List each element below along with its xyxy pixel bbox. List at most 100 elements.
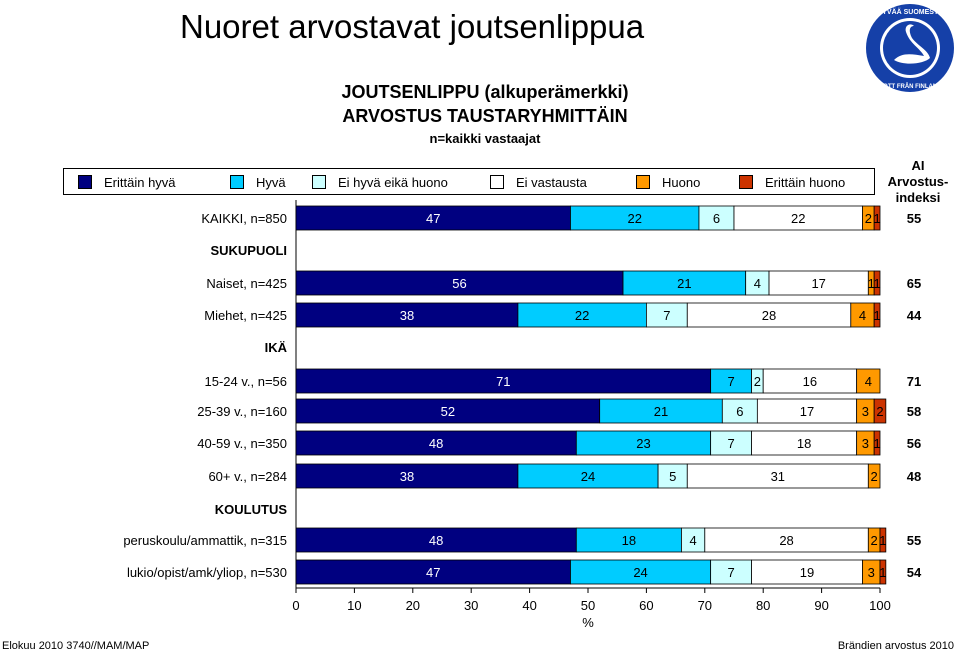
page-title: Nuoret arvostavat joutsenlippua [180,8,645,45]
bar-segment [710,559,752,585]
row-label: KAIKKI, n=850 [201,211,287,226]
bar-segment [295,559,571,585]
bar-segment [751,430,858,456]
bar-value-label: 3 [868,565,875,580]
index-value: 55 [907,211,921,226]
bar-segment [657,463,688,489]
bar-value-label: 21 [654,404,668,419]
bar-value-label: 47 [426,211,440,226]
section-label: SUKUPUOLI [210,243,287,258]
bar-value-label: 2 [754,374,761,389]
bar-segment [570,205,700,231]
bar-segment [873,270,881,296]
bar-value-label: 7 [727,565,734,580]
bar-segment [295,205,571,231]
legend-swatch [739,175,753,189]
bar-value-label: 5 [669,469,676,484]
x-tick-label: 20 [406,598,420,613]
bar-value-label: 21 [677,276,691,291]
bar-value-label: 18 [622,533,636,548]
row-label: 15-24 v., n=56 [204,374,287,389]
bar-value-label: 28 [762,308,776,323]
bar-value-label: 52 [441,404,455,419]
bar-segment [295,527,577,553]
index-value: 56 [907,436,921,451]
bar-value-label: 16 [803,374,817,389]
legend-item-ei-hyva-eika-huono: Ei hyvä eikä huono [312,174,448,190]
legend-swatch [636,175,650,189]
bar-value-label: 6 [713,211,720,226]
bar-segment [721,398,758,424]
bar-value-label: 7 [727,374,734,389]
x-tick-label: 0 [292,598,299,613]
footer-source: Elokuu 2010 3740//MAM/MAP [2,640,150,652]
bar-segment [733,205,863,231]
bar-value-label: 17 [811,276,825,291]
svg-text:GOTT FRÅN FINLAND: GOTT FRÅN FINLAND [879,83,943,90]
chart-subtitle-grouping: ARVOSTUS TAUSTARYHMITTÄIN [342,106,628,126]
bar-value-label: 18 [797,436,811,451]
bar-segment [710,430,752,456]
x-tick-label: 80 [756,598,770,613]
bar-segment [879,559,887,585]
bar-value-label: 4 [859,308,866,323]
bar-value-label: 1 [879,565,886,580]
x-tick-label: 50 [581,598,595,613]
chart-subtitle-base: n=kaikki vastaajat [429,131,541,146]
legend-swatch [312,175,326,189]
svg-text:HYVÄÄ SUOMESTA: HYVÄÄ SUOMESTA [877,8,943,16]
legend-label: Ei vastausta [516,174,587,190]
bar-segment [768,270,869,296]
bar-value-label: 2 [876,404,883,419]
bar-value-label: 28 [779,533,793,548]
bar-segment [873,302,881,328]
bar-value-label: 17 [800,404,814,419]
bar-value-label: 48 [429,533,443,548]
bar-value-label: 2 [865,211,872,226]
section-label: KOULUTUS [215,502,288,517]
row-label: Miehet, n=425 [204,308,287,323]
bar-segment [856,368,881,394]
bar-value-label: 2 [871,469,878,484]
bar-segment [295,398,601,424]
bar-value-label: 22 [627,211,641,226]
bar-segment [575,527,682,553]
index-value: 54 [907,565,922,580]
legend-label: Hyvä [256,174,286,190]
index-value: 71 [907,374,921,389]
bar-segment [295,430,577,456]
x-tick-label: 70 [698,598,712,613]
bar-segment [622,270,747,296]
row-label: 60+ v., n=284 [208,469,287,484]
bar-value-label: 23 [636,436,650,451]
bar-segment [710,368,752,394]
row-label: Naiset, n=425 [206,276,287,291]
bar-value-label: 38 [400,469,414,484]
chart-legend: Erittäin hyvä Hyvä Ei hyvä eikä huono Ei… [63,168,875,195]
bar-value-label: 3 [862,436,869,451]
bar-value-label: 6 [736,404,743,419]
legend-label: Erittäin huono [765,174,846,190]
index-value: 44 [907,308,922,323]
bar-value-label: 3 [862,404,869,419]
bar-segment [867,463,881,489]
bar-segment [879,527,887,553]
legend-label: Ei hyvä eikä huono [338,174,448,190]
bar-value-label: 31 [771,469,785,484]
bar-value-label: 1 [873,436,880,451]
swan-logo-icon: HYVÄÄ SUOMESTA GOTT FRÅN FINLAND [866,4,954,92]
x-tick-label: 60 [639,598,653,613]
x-tick-label: 90 [814,598,828,613]
bar-value-label: 2 [871,533,878,548]
bar-segment [762,368,858,394]
bar-value-label: 56 [452,276,466,291]
legend-item-ei-vastausta: Ei vastausta [490,174,587,190]
bar-value-label: 71 [496,374,510,389]
index-header-line: Arvostus- [887,174,949,189]
bar-segment [295,463,519,489]
legend-item-huono: Huono [636,174,700,190]
bar-segment [704,527,869,553]
x-axis-label: % [582,615,594,630]
bar-value-label: 22 [791,211,805,226]
x-tick-label: 10 [347,598,361,613]
